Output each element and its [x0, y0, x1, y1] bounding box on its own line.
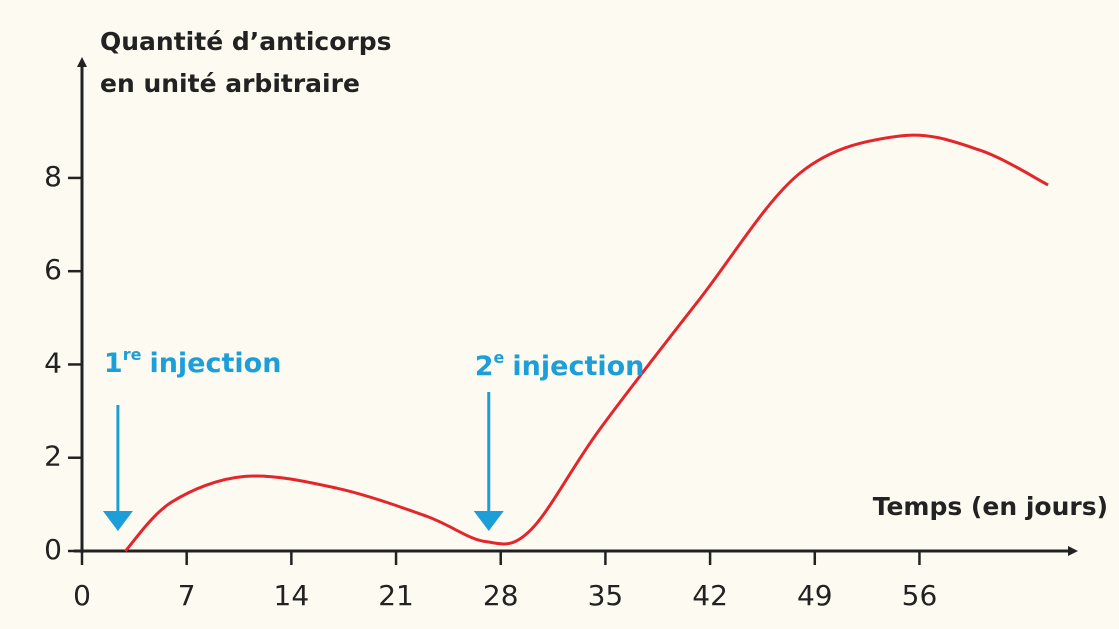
x-tick-label: 21: [378, 579, 414, 612]
x-tick-label: 28: [483, 579, 519, 612]
x-tick-label: 7: [178, 579, 196, 612]
y-tick-label: 2: [44, 440, 62, 473]
annotation-text: injection: [512, 351, 644, 382]
annotation-number: 2: [475, 351, 494, 382]
y-tick-label: 6: [44, 253, 62, 286]
line: [124, 133, 1049, 553]
annotation: 1re injection: [104, 345, 282, 379]
x-tick-label: 49: [797, 579, 833, 612]
x-tick-label: 42: [692, 579, 728, 612]
x-tick-label: 56: [902, 579, 938, 612]
annotation-text: injection: [149, 348, 281, 379]
x-tick-label: 35: [588, 579, 624, 612]
y-tick-label: 8: [44, 160, 62, 193]
x-axis-label: Temps (en jours): [873, 492, 1108, 521]
annotation-sup: e: [494, 348, 505, 367]
annotation: 2e injection: [475, 348, 645, 382]
y-axis-label: en unité arbitraire: [100, 69, 360, 98]
annotation-arrowhead: [102, 511, 133, 531]
x-tick-label: 0: [73, 579, 91, 612]
y-tick-label: 4: [44, 346, 62, 379]
x-tick-label: 14: [274, 579, 310, 612]
annotation-arrowhead: [473, 511, 504, 531]
y-tick-label: 0: [44, 533, 62, 566]
annotation-sup: re: [123, 345, 142, 364]
annotation-number: 1: [104, 348, 123, 379]
y-axis-label: Quantité d’anticorps: [100, 27, 392, 56]
